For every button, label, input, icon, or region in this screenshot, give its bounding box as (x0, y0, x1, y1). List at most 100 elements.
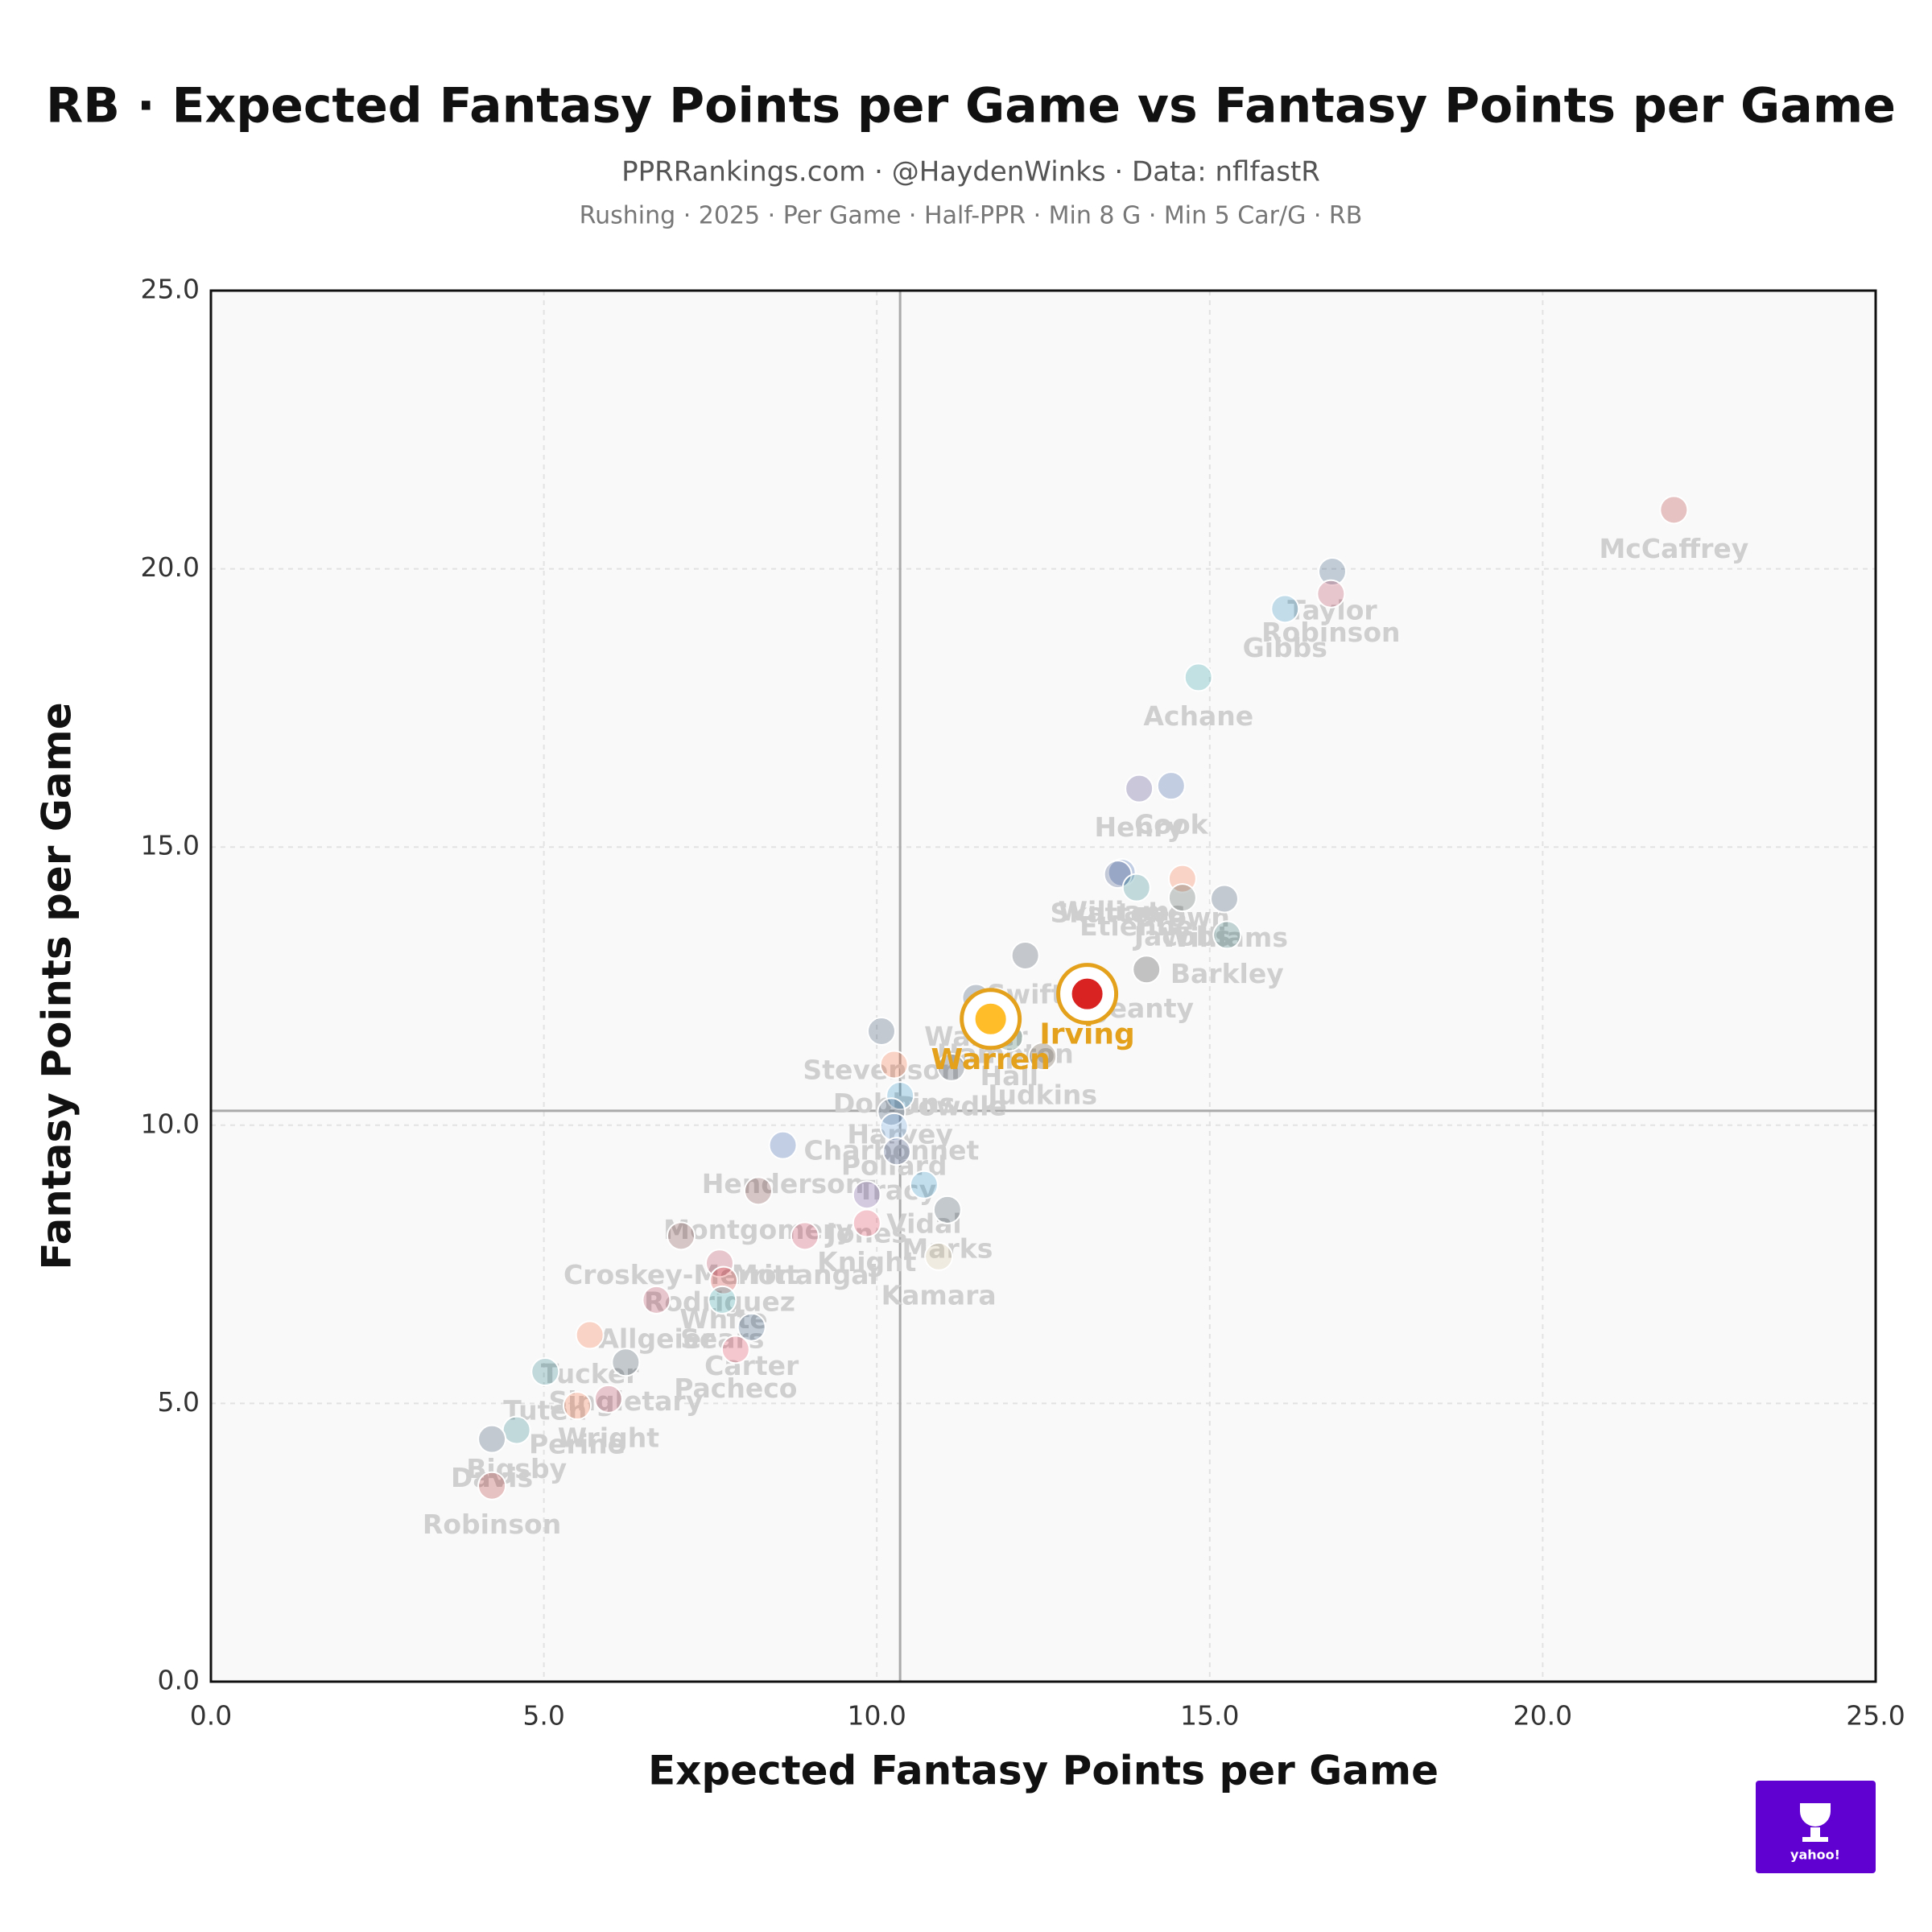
point-label: Taylor (1287, 595, 1377, 626)
point (1183, 663, 1213, 692)
point (611, 1348, 641, 1377)
y-tick-label: 20.0 (141, 551, 200, 583)
point (1070, 976, 1104, 1011)
logo-icon (1800, 1803, 1831, 1842)
x-axis-label: Expected Fantasy Points per Game (648, 1748, 1439, 1794)
point-label: Tracy (857, 1174, 937, 1206)
point-label: Irving (1039, 1018, 1134, 1051)
point (743, 1176, 773, 1206)
y-tick-label: 0.0 (158, 1665, 200, 1696)
point (575, 1320, 605, 1350)
point (882, 1137, 912, 1166)
point (790, 1221, 819, 1251)
y-tick-label: 25.0 (141, 274, 200, 305)
y-tick-label: 15.0 (141, 830, 200, 861)
point (1316, 579, 1346, 609)
point-label: Skattebo (1051, 898, 1186, 929)
plot-border (209, 289, 1877, 1683)
chart-title: RB · Expected Fantasy Points per Game vs… (46, 78, 1896, 134)
point (886, 1081, 915, 1111)
point-label: Henderson (702, 1168, 865, 1199)
point-label: Marks (902, 1232, 993, 1264)
point-label: Kamara (881, 1279, 997, 1311)
chart-subtitle: PPRRankings.com · @HaydenWinks · Data: n… (621, 156, 1320, 188)
point-label: Robinson (423, 1509, 561, 1540)
point-label: Monangai (732, 1259, 878, 1290)
logo (1756, 1781, 1876, 1873)
point (502, 1415, 531, 1445)
point (877, 1097, 906, 1127)
point-label: Allgeier (598, 1323, 715, 1354)
x-tick-label: 5.0 (522, 1700, 564, 1732)
point (879, 1050, 909, 1080)
x-tick-label: 0.0 (190, 1700, 232, 1732)
point-label: Williams (1059, 895, 1186, 927)
point-label: Barkley (1170, 958, 1284, 989)
x-tick-label: 15.0 (1180, 1700, 1239, 1732)
point (1318, 557, 1348, 587)
plot-area: 0.0 5.0 10.0 15.0 20.0 25.0 0.0 5.0 10.0 15.0 20.0… (141, 274, 1905, 1732)
point (737, 1312, 766, 1342)
point (1028, 1042, 1058, 1071)
point (1209, 884, 1239, 914)
point (909, 1170, 939, 1199)
point (708, 1285, 737, 1315)
point (1121, 873, 1151, 902)
point (1270, 594, 1300, 624)
point (1125, 774, 1154, 803)
point-label: Knight (817, 1246, 916, 1278)
point-label: Jacobs (1133, 921, 1231, 952)
x-tick-label: 20.0 (1513, 1700, 1572, 1732)
point (1659, 495, 1689, 525)
logo-text: yahoo! (1790, 1847, 1840, 1863)
point (932, 1195, 962, 1224)
point (768, 1130, 798, 1160)
point-label: Bigsby (466, 1453, 567, 1484)
point (1212, 920, 1242, 950)
point (593, 1384, 623, 1414)
point (477, 1424, 507, 1454)
point-label: Pacheco (674, 1373, 797, 1404)
point-label: Tuten (503, 1395, 587, 1426)
point (1132, 955, 1162, 985)
point (1156, 771, 1186, 801)
point-label: Warren (931, 1043, 1051, 1076)
point-label: White (679, 1303, 767, 1335)
point (667, 1221, 696, 1251)
point (530, 1357, 560, 1387)
y-tick-label: 5.0 (158, 1386, 200, 1418)
point-label: Jones (825, 1218, 907, 1249)
point-label: Judkins (986, 1080, 1097, 1111)
point (1167, 883, 1197, 913)
point (642, 1285, 671, 1315)
y-axis-label: Fantasy Points per Game (34, 702, 80, 1269)
point-label: Singletary (548, 1385, 703, 1417)
point (866, 1016, 896, 1046)
point (1010, 940, 1040, 970)
plot-background (211, 291, 1876, 1682)
point (936, 1052, 966, 1082)
point-label: Achane (1143, 700, 1253, 732)
x-tick-label: 10.0 (847, 1700, 906, 1732)
y-tick-label: 10.0 (141, 1108, 200, 1139)
point-label: Wright (558, 1422, 660, 1453)
point (477, 1471, 507, 1501)
point-label: Montgomery (663, 1214, 853, 1245)
point (562, 1391, 592, 1421)
point-label: Perine (529, 1429, 625, 1460)
point (852, 1208, 881, 1238)
point-label: Carter (704, 1350, 799, 1381)
point-label: Etienne (1080, 910, 1193, 942)
point-label: Croskey-Merritt (564, 1259, 799, 1290)
chart-subtitle: Rushing · 2025 · Per Game · Half-PPR · M… (580, 202, 1363, 230)
point-label: Tucker (541, 1358, 639, 1389)
point-label: Davis (451, 1462, 533, 1493)
point-label: Harvey (847, 1119, 953, 1150)
point (973, 1001, 1008, 1036)
point-label: Henry (1094, 811, 1183, 843)
point-label: Gibbs (1243, 632, 1327, 663)
point-label: McCaffrey (1599, 533, 1748, 564)
point (704, 1249, 734, 1278)
x-tick-label: 25.0 (1846, 1700, 1905, 1732)
